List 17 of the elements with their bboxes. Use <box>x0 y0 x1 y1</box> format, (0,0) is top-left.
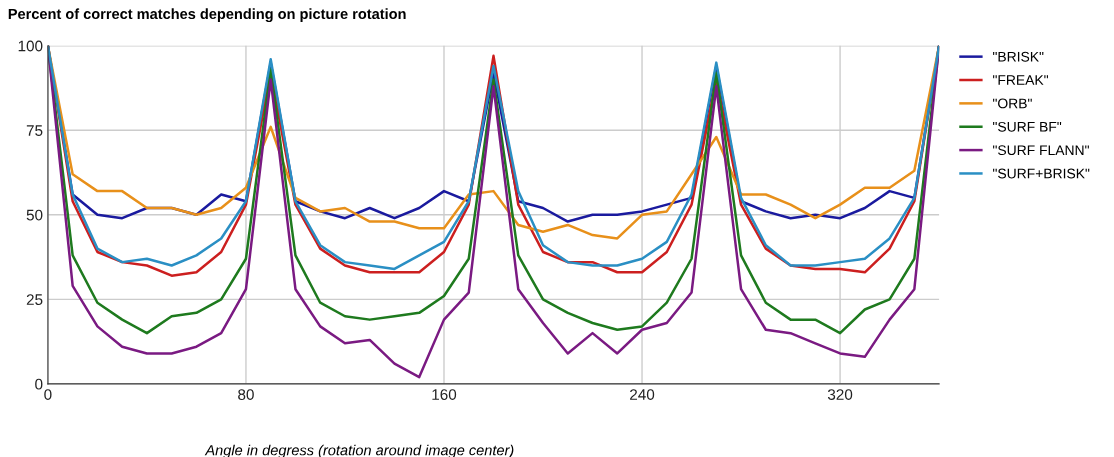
legend-label: "BRISK" <box>993 51 1044 62</box>
legend-label: "ORB" <box>993 98 1032 109</box>
y-tick-label: 0 <box>35 378 43 390</box>
legend-label: "SURF BF" <box>993 121 1062 132</box>
x-tick-label: 240 <box>630 389 655 400</box>
legend-label: "SURF FLANN" <box>993 145 1089 156</box>
x-tick-label: 160 <box>432 389 457 400</box>
y-tick-label: 25 <box>26 294 43 306</box>
y-tick-label: 50 <box>26 209 43 221</box>
x-tick-label: 320 <box>827 389 853 400</box>
chart-title: Percent of correct matches depending on picture rotation <box>8 8 406 23</box>
x-tick-label: 0 <box>44 389 52 400</box>
legend-label: "FREAK" <box>993 75 1049 85</box>
legend-label: "SURF+BRISK" <box>993 168 1090 179</box>
y-tick-label: 75 <box>26 125 43 136</box>
y-tick-label: 100 <box>18 40 43 52</box>
x-tick-label: 80 <box>238 389 254 400</box>
